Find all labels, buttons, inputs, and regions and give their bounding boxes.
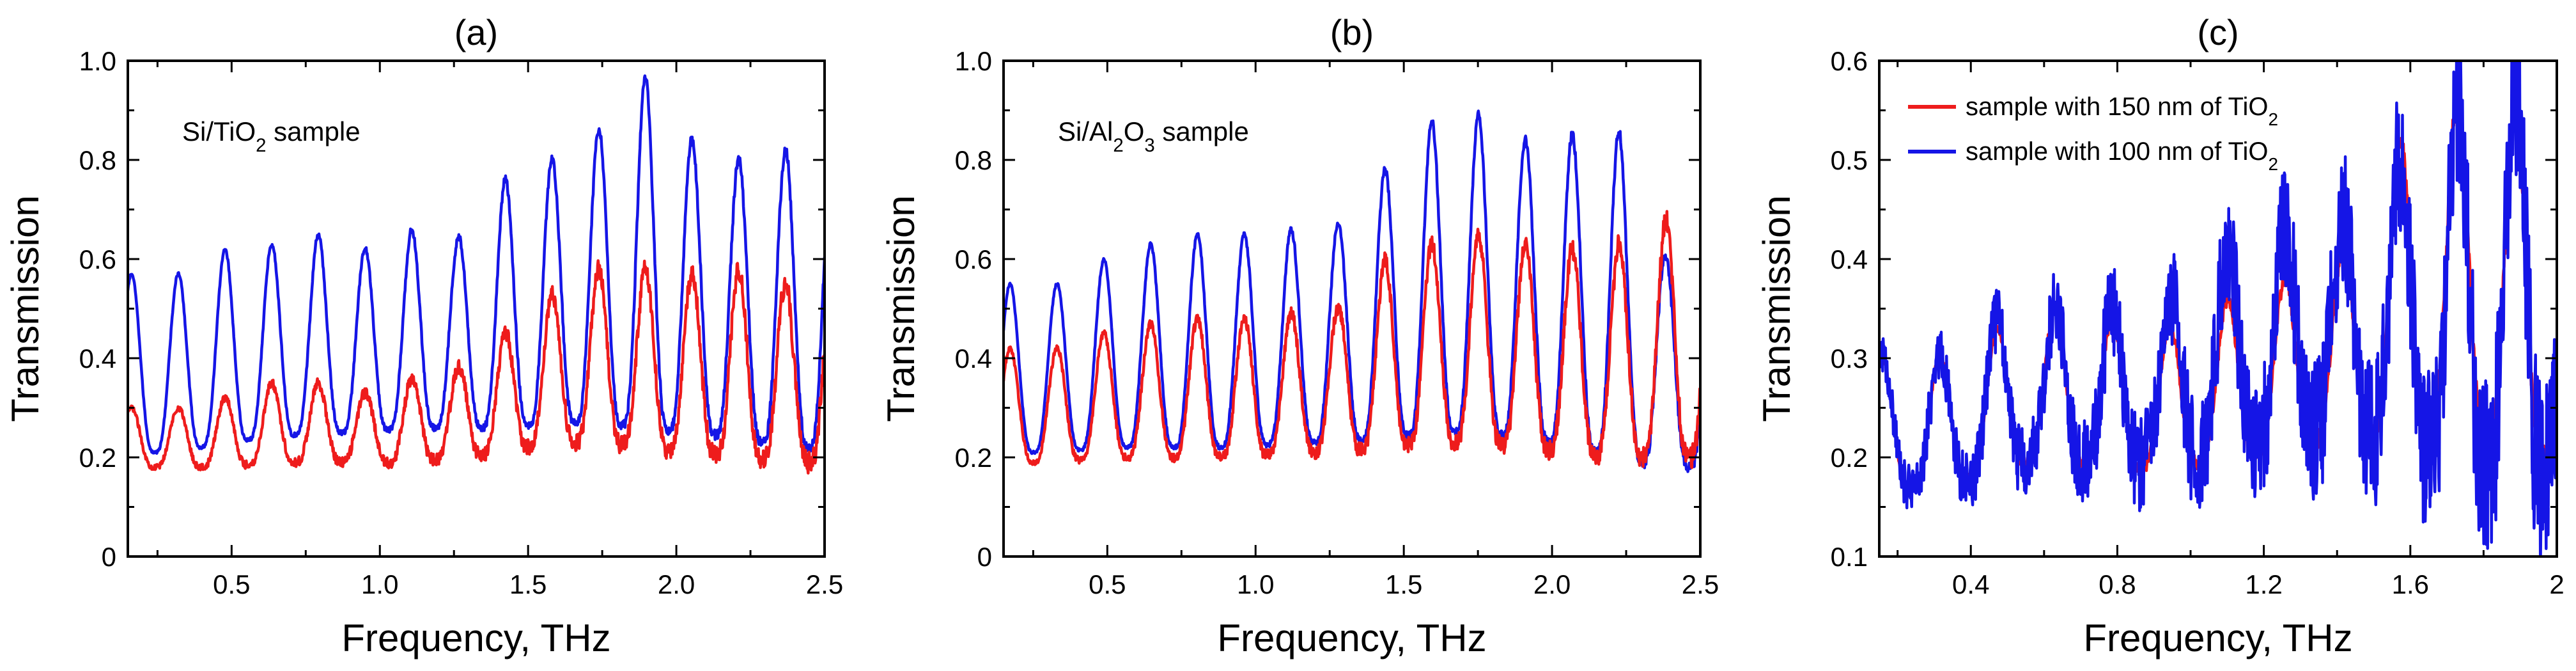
series-line-1	[1004, 109, 1700, 473]
y-tick-label: 0	[102, 542, 116, 572]
x-tick-label: 2	[2549, 569, 2564, 599]
y-tick-label: 0.3	[1831, 343, 1868, 374]
y-tick-label: 0	[977, 542, 992, 572]
chart-panel-1: 0.5 1.0 1.5 2.0 2.5 0 0.2 0.4 0.6 0.8 1.0 (a) Freque…	[4, 12, 843, 659]
chart-panel-2: 0.5 1.0 1.5 2.0 2.5 0 0.2 0.4 0.6 0.8 1.0 (b) Freque…	[880, 12, 1719, 659]
y-tick-label: 0.2	[955, 443, 992, 473]
y-tick-label: 0.2	[79, 443, 116, 473]
y-tick-label: 1.0	[79, 46, 116, 76]
panel-title: (b)	[1330, 12, 1374, 52]
y-tick-label: 0.8	[79, 145, 116, 175]
y-tick-label: 0.2	[1831, 443, 1868, 473]
x-tick-label: 1.5	[509, 569, 547, 599]
series-line-2	[1004, 210, 1700, 470]
chart-panel-3: 0.4 0.8 1.2 1.6 2 0.1 0.2 0.3 0.4 0.5 0.6 (c) Freque…	[1755, 12, 2564, 659]
x-tick-label: 0.4	[1952, 569, 1989, 599]
sample-annotation: Si/TiO2 sample	[182, 116, 361, 156]
x-axis-label: Frequency, THz	[1217, 617, 1486, 659]
y-tick-label: 0.4	[79, 343, 116, 374]
y-tick-label: 0.8	[955, 145, 992, 175]
legend-entry-label: sample with 100 nm of TiO2	[1966, 138, 2278, 174]
panel-title: (a)	[454, 12, 498, 52]
y-tick-label: 0.5	[1831, 145, 1868, 175]
y-axis-label: Transmission	[880, 195, 922, 422]
y-axis-label: Transmission	[1755, 195, 1798, 422]
y-tick-label: 0.4	[1831, 244, 1868, 274]
sample-annotation: Si/Al2O3 sample	[1058, 116, 1249, 156]
x-tick-label: 1.0	[1237, 569, 1274, 599]
x-tick-label: 0.5	[213, 569, 250, 599]
legend-entry-label: sample with 150 nm of TiO2	[1966, 93, 2278, 129]
x-tick-label: 1.6	[2392, 569, 2429, 599]
series-line-2	[128, 259, 825, 475]
y-tick-label: 0.4	[955, 343, 992, 374]
y-tick-label: 0.6	[1831, 46, 1868, 76]
series-line-2	[1879, 61, 2557, 557]
x-axis-label: Frequency, THz	[341, 617, 610, 659]
y-tick-label: 0.6	[79, 244, 116, 274]
y-tick-label: 0.6	[955, 244, 992, 274]
x-tick-label: 2.5	[1682, 569, 1719, 599]
x-tick-label: 2.0	[658, 569, 695, 599]
x-tick-label: 2.5	[806, 569, 843, 599]
x-axis-label: Frequency, THz	[2083, 617, 2352, 659]
x-tick-label: 0.8	[2099, 569, 2136, 599]
panel-title: (c)	[2197, 12, 2238, 52]
y-axis-label: Transmission	[4, 195, 47, 422]
y-tick-label: 1.0	[955, 46, 992, 76]
x-tick-label: 1.2	[2245, 569, 2282, 599]
x-tick-label: 0.5	[1089, 569, 1126, 599]
series-line-1	[128, 74, 825, 455]
x-tick-label: 2.0	[1533, 569, 1571, 599]
x-tick-label: 1.5	[1385, 569, 1422, 599]
y-tick-label: 0.1	[1831, 542, 1868, 572]
x-tick-label: 1.0	[361, 569, 398, 599]
